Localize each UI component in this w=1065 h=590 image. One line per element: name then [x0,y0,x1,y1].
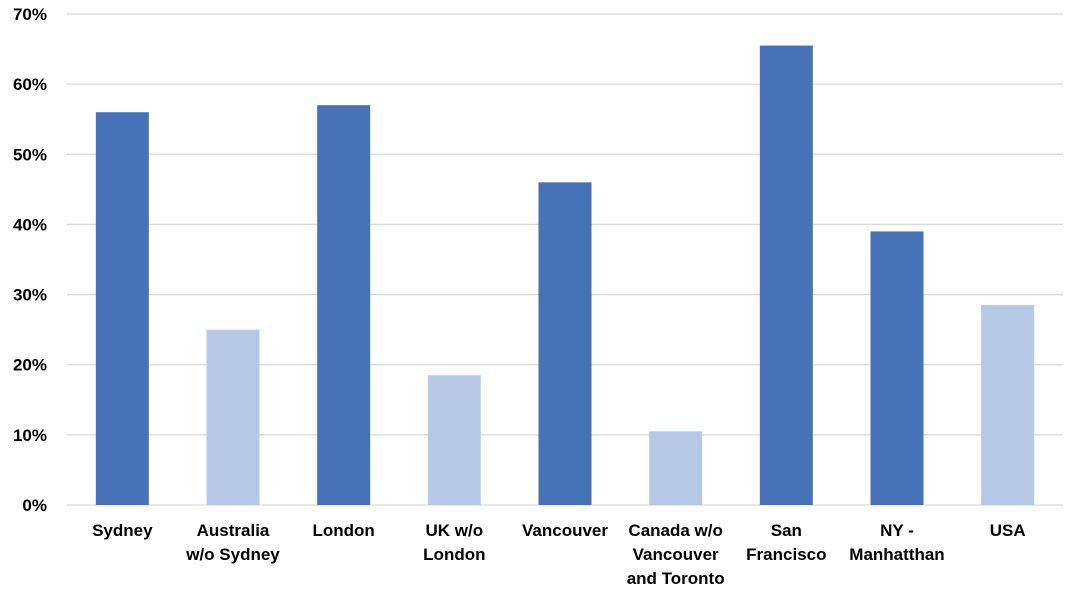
x-tick-label: Canada w/o Vancouver and Toronto [627,521,725,588]
x-tick-label-line: Manhatthan [849,545,944,564]
y-tick-label: 30% [13,286,47,305]
bar [538,182,592,506]
bar [427,375,481,505]
y-tick-label: 40% [13,215,47,234]
bar [981,305,1035,505]
x-tick-label-line: Vancouver [633,545,719,564]
y-tick-label: 10% [13,426,47,445]
x-tick-label: Sydney [92,521,153,540]
x-tick-label-line: NY - [880,521,914,540]
x-tick-label: NY - Manhatthan [849,521,944,564]
bar [759,45,813,506]
bar [206,329,260,505]
x-tick-label-line: London [423,545,485,564]
y-tick-label: 20% [13,356,47,375]
y-tick-label: 70% [13,5,47,24]
bar [870,231,924,505]
x-axis-labels: Sydney Australia w/o Sydney London UK w/o Lon… [92,521,1026,588]
y-tick-label: 50% [13,145,47,164]
x-tick-label-line: Australia [197,521,270,540]
y-tick-label: 60% [13,75,47,94]
x-tick-label: USA [990,521,1026,540]
x-tick-label: Australia w/o Sydney [185,521,280,564]
bar [317,105,371,505]
x-tick-label-line: w/o Sydney [185,545,280,564]
x-tick-label-line: USA [990,521,1026,540]
bar [95,112,149,505]
bar [649,431,703,505]
x-tick-label-line: UK w/o [426,521,484,540]
x-tick-label-line: Vancouver [522,521,608,540]
x-tick-label-line: Francisco [746,545,826,564]
y-tick-label: 0% [22,496,47,515]
x-tick-label: Vancouver [522,521,608,540]
x-tick-label-line: and Toronto [627,569,725,588]
x-tick-label-line: San [771,521,802,540]
x-tick-label-line: London [313,521,375,540]
x-tick-label-line: Sydney [92,521,153,540]
x-tick-label: San Francisco [746,521,826,564]
x-tick-label-line: Canada w/o [628,521,722,540]
y-axis-ticks: 0% 10% 20% 30% 40% 50% 60% 70% [13,5,47,515]
x-tick-label: London [313,521,375,540]
bar-layer [95,45,1035,506]
x-tick-label: UK w/o London [423,521,485,564]
